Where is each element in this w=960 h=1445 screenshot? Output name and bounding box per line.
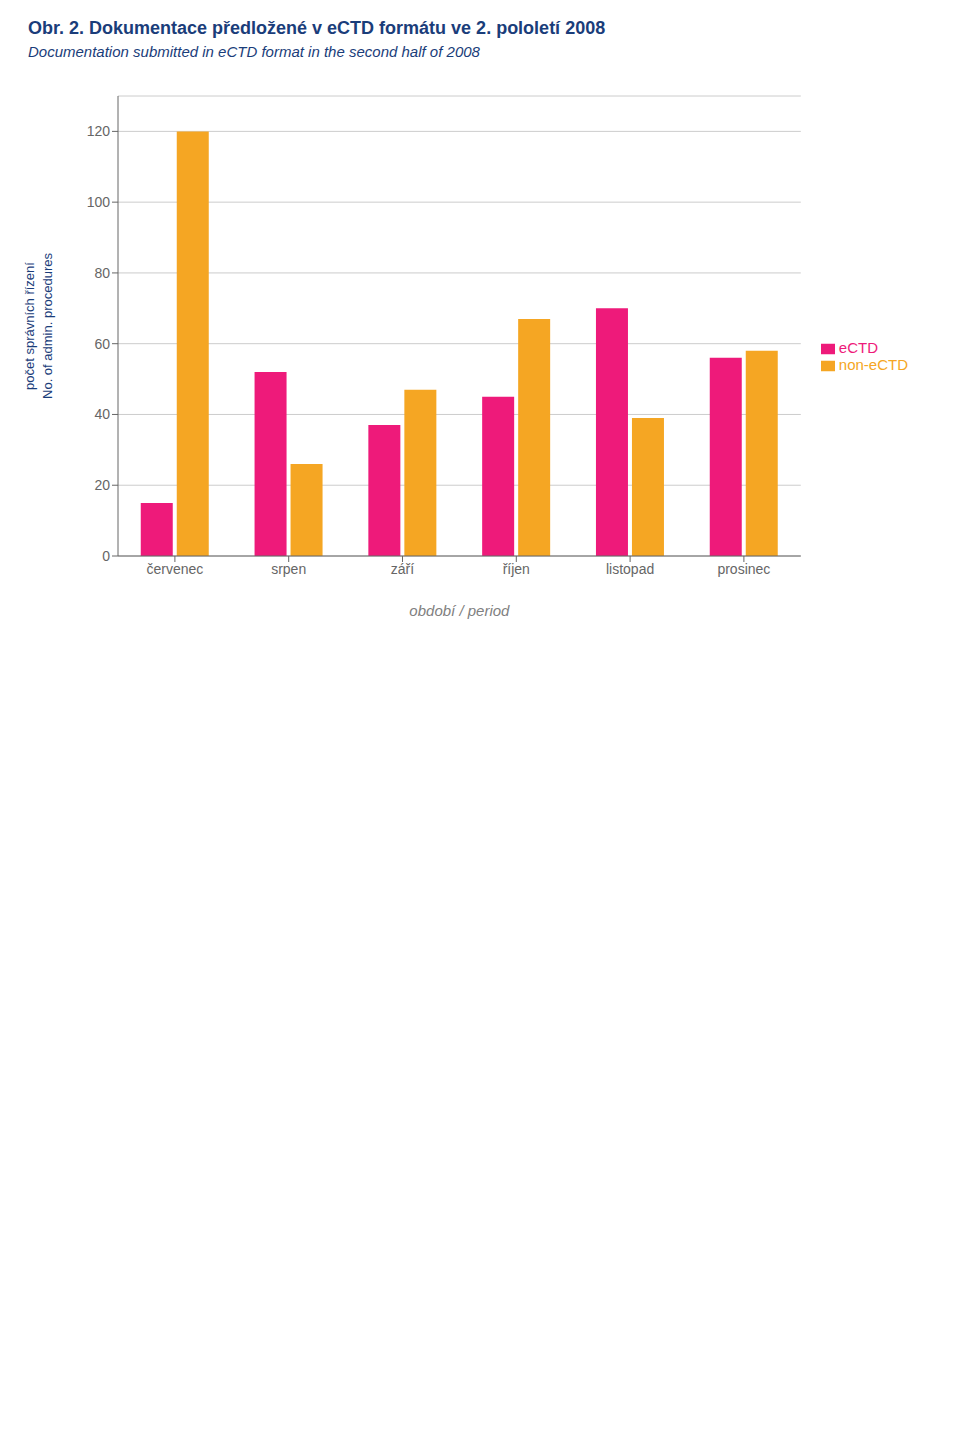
svg-text:počet správních řízeníNo. of a: počet správních řízeníNo. of admin. proc… (22, 253, 55, 399)
html-text:eCTD: eCTD (838, 339, 878, 356)
svg-text:0: 0 (102, 548, 110, 564)
svg-text:40: 40 (94, 406, 110, 422)
svg-text:60: 60 (94, 336, 110, 352)
svg-text:červenec: červenec (146, 561, 203, 577)
html-text:Documentation submitted in eCT: Documentation submitted in eCTD format i… (28, 43, 480, 60)
svg-text:listopad: listopad (606, 561, 654, 577)
svg-text:říjen: říjen (503, 561, 530, 577)
svg-text:prosinec: prosinec (717, 561, 770, 577)
svg-text:100: 100 (87, 194, 111, 210)
svg-text:srpen: srpen (271, 561, 306, 577)
html-text:Obr. 2. Dokumentace předložené: Obr. 2. Dokumentace předložené v eCTD fo… (28, 18, 606, 38)
svg-text:20: 20 (94, 477, 110, 493)
svg-text:80: 80 (94, 265, 110, 281)
html-text:non-eCTD: non-eCTD (838, 356, 908, 373)
svg-text:období / period: období / period (409, 602, 510, 619)
svg-text:120: 120 (87, 123, 111, 139)
svg-text:září: září (391, 561, 414, 577)
